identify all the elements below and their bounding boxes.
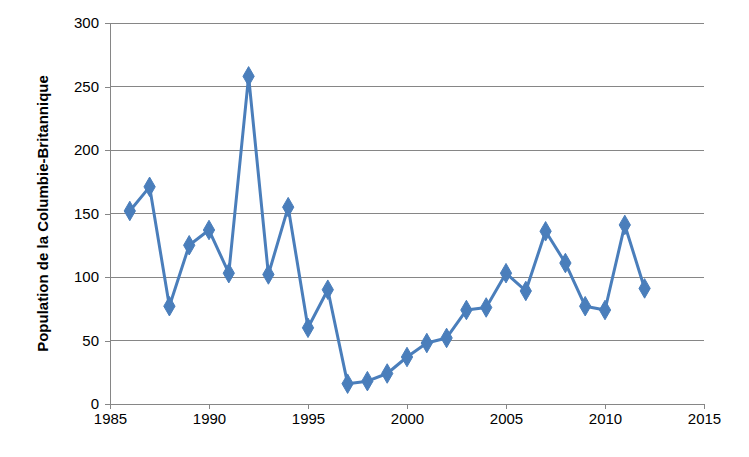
- marker: [500, 263, 511, 283]
- tick: 0: [91, 395, 110, 412]
- grid-line: [110, 277, 704, 278]
- tick-label: 2000: [391, 410, 424, 427]
- plot-area: 1985199019952000200520102015050100150200…: [74, 14, 721, 426]
- x-axis: 1985199019952000200520102015: [94, 404, 721, 427]
- tick-mark: [105, 23, 110, 24]
- tick-mark: [105, 150, 110, 151]
- grid-line: [110, 340, 704, 341]
- marker: [461, 300, 472, 320]
- tick-label: 0: [91, 395, 99, 412]
- tick: 2005: [490, 404, 523, 427]
- tick-mark: [704, 404, 705, 409]
- tick-label: 2005: [490, 410, 523, 427]
- tick-mark: [105, 277, 110, 278]
- tick-mark: [407, 404, 408, 409]
- marker: [540, 222, 551, 242]
- tick-label: 1990: [193, 410, 226, 427]
- grid: [110, 23, 704, 404]
- marker: [401, 347, 412, 367]
- marker: [243, 67, 254, 87]
- grid-line: [110, 213, 704, 214]
- marker: [580, 296, 591, 316]
- grid-line: [110, 150, 704, 151]
- tick: 250: [74, 78, 110, 95]
- marker: [362, 371, 373, 391]
- tick: 50: [82, 332, 110, 349]
- marker: [283, 197, 294, 217]
- tick-label: 2015: [688, 410, 721, 427]
- tick-mark: [110, 404, 111, 409]
- y-axis-title: Population de la Columbie-Britannique: [34, 75, 51, 352]
- marker: [322, 280, 333, 300]
- marker: [639, 279, 650, 299]
- tick-mark: [506, 404, 507, 409]
- marker: [124, 201, 135, 221]
- tick: 2000: [391, 404, 424, 427]
- marker: [263, 265, 274, 285]
- axis-line: [110, 24, 111, 405]
- chart: 1985199019952000200520102015050100150200…: [0, 0, 749, 457]
- marker: [144, 177, 155, 197]
- tick-mark: [105, 341, 110, 342]
- grid-line: [110, 23, 704, 24]
- marker: [599, 300, 610, 320]
- tick: 200: [74, 141, 110, 158]
- marker: [520, 281, 531, 301]
- tick-mark: [105, 87, 110, 88]
- tick-label: 1995: [292, 410, 325, 427]
- tick-mark: [605, 404, 606, 409]
- marker: [164, 296, 175, 316]
- grid-line: [110, 86, 704, 87]
- tick-mark: [308, 404, 309, 409]
- tick: 300: [74, 14, 110, 31]
- tick-label: 300: [74, 14, 99, 31]
- tick: 100: [74, 268, 110, 285]
- tick-label: 200: [74, 141, 99, 158]
- marker: [302, 318, 313, 338]
- tick-label: 2010: [589, 410, 622, 427]
- y-axis: 0 50 100 150 200 250 300: [74, 14, 111, 412]
- tick-mark: [105, 214, 110, 215]
- tick-mark: [209, 404, 210, 409]
- tick: 2010: [589, 404, 622, 427]
- marker: [441, 328, 452, 348]
- series: [124, 67, 650, 394]
- line: [130, 76, 645, 383]
- tick: 1990: [193, 404, 226, 427]
- marker: [184, 235, 195, 255]
- marker: [342, 374, 353, 394]
- tick: 1995: [292, 404, 325, 427]
- marker: [560, 253, 571, 273]
- tick-label: 100: [74, 268, 99, 285]
- tick: 150: [74, 205, 110, 222]
- tick-label: 50: [82, 332, 99, 349]
- marker: [382, 364, 393, 384]
- tick-mark: [105, 404, 110, 405]
- marker: [223, 263, 234, 283]
- tick-label: 250: [74, 78, 99, 95]
- marker: [481, 298, 492, 318]
- marker: [203, 220, 214, 240]
- tick: 2015: [688, 404, 721, 427]
- marker: [421, 333, 432, 353]
- tick-label: 150: [74, 205, 99, 222]
- marker: [619, 215, 630, 235]
